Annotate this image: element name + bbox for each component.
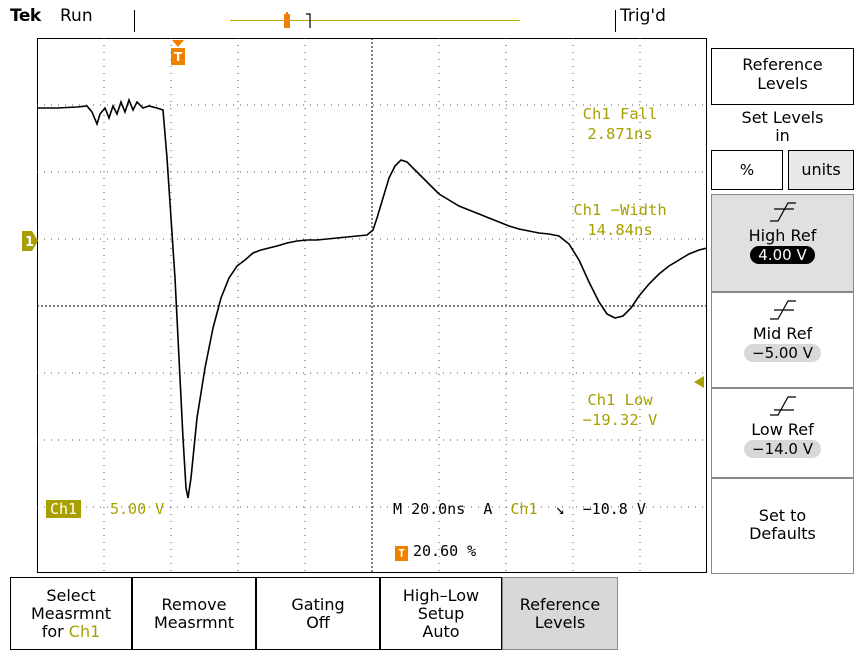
set-to-defaults-button[interactable]: Set to Defaults (711, 478, 854, 574)
units-option[interactable]: units (788, 150, 854, 190)
select-measurement-button[interactable]: Select Measrmnt for Ch1 (10, 577, 132, 650)
readout-width-value: 14.84ns (587, 221, 653, 239)
trigger-status: Trig'd (620, 6, 666, 26)
trigger-mode: A (483, 500, 493, 518)
high-ref-label: High Ref (748, 226, 817, 245)
readout-fall: Ch1 Fall 2.871ns (570, 104, 670, 144)
ref-line2: Levels (534, 612, 586, 632)
remove-line2: Measrmnt (153, 612, 235, 632)
readout-width: Ch1 −Width 14.84ns (550, 200, 690, 240)
gating-line1: Gating (291, 594, 345, 614)
graticule (37, 38, 707, 573)
defaults-line2: Defaults (749, 524, 816, 543)
defaults-line1: Set to (758, 506, 807, 525)
gating-button[interactable]: Gating Off (256, 577, 380, 650)
readout-low-label: Ch1 Low (587, 391, 653, 409)
low-ref-button[interactable]: Low Ref −14.0 V (711, 388, 854, 478)
set-levels-label: Set Levels in (711, 104, 854, 152)
readout-fall-value: 2.871ns (587, 125, 653, 143)
divider (134, 10, 135, 32)
reference-levels-button[interactable]: Reference Levels (502, 577, 618, 650)
svg-text:T: T (174, 50, 183, 64)
timebase-value: 20.0ns (411, 500, 466, 518)
brand-logo: Tek (10, 6, 41, 26)
low-ref-level-icon (769, 396, 796, 416)
mid-ref-button[interactable]: Mid Ref −5.00 V (711, 292, 854, 388)
channel-badge[interactable]: Ch1 (46, 500, 82, 518)
trigger-position-value: 20.60 % (413, 542, 477, 560)
side-menu: Reference Levels Set Levels in % units H… (711, 48, 854, 574)
low-ref-label: Low Ref (751, 420, 814, 439)
readout-width-label: Ch1 −Width (573, 201, 667, 219)
hilo-line1: High–Low (402, 585, 480, 605)
hilo-line3: Auto (422, 621, 460, 641)
waveform-trace (37, 97, 707, 499)
trigger-position-readout: T 20.60 % (395, 542, 476, 561)
remove-line1: Remove (161, 594, 227, 614)
high-ref-value: 4.00 V (750, 246, 815, 264)
timebase-readout: M 20.0ns A Ch1 ↘ −10.8 V (393, 500, 646, 518)
divider (615, 10, 616, 32)
select-line3a: for (41, 621, 64, 641)
mid-ref-level-icon (769, 300, 796, 320)
record-view-bar (230, 20, 520, 21)
select-line2: Measrmnt (30, 603, 112, 623)
high-ref-button[interactable]: High Ref 4.00 V (711, 194, 854, 292)
ref-line1: Reference (519, 594, 601, 614)
side-menu-title: Reference Levels (711, 48, 854, 105)
readout-low-value: −19.32 V (582, 411, 658, 429)
side-menu-title-line2: Levels (757, 74, 808, 93)
trigger-position-badge: T (395, 546, 408, 561)
side-menu-title-line1: Reference (742, 55, 823, 74)
trigger-level: −10.8 V (582, 500, 646, 518)
trigger-slope-icon: ↘ (555, 500, 565, 518)
readout-fall-label: Ch1 Fall (582, 105, 658, 123)
mid-ref-label: Mid Ref (752, 324, 813, 343)
hilo-line2: Setup (417, 603, 465, 623)
trigger-position-icon[interactable]: T (170, 40, 186, 66)
mid-ref-value: −5.00 V (744, 344, 821, 362)
remove-measurement-button[interactable]: Remove Measrmnt (132, 577, 256, 650)
low-ref-value: −14.0 V (744, 440, 821, 458)
reference-arrow-icon (694, 376, 704, 388)
acquisition-status: Run (60, 6, 93, 26)
select-line1: Select (46, 585, 96, 605)
high-ref-level-icon (769, 202, 796, 222)
high-low-setup-button[interactable]: High–Low Setup Auto (380, 577, 502, 650)
status-bar: Tek Run Trig'd (0, 0, 854, 34)
channel-1-marker-label: 1 (25, 235, 34, 250)
select-line3b: Ch1 (68, 621, 101, 641)
record-window-icon (284, 12, 311, 28)
set-levels-line1: Set Levels (741, 108, 824, 127)
timebase-prefix: M (393, 500, 403, 518)
gating-line2: Off (306, 612, 330, 632)
percent-option[interactable]: % (711, 150, 783, 190)
channel-1-marker-icon[interactable]: 1 (22, 231, 38, 251)
channel-scale: 5.00 V (110, 500, 165, 518)
trigger-source: Ch1 (510, 500, 538, 518)
set-levels-line2: in (775, 126, 790, 145)
readout-low: Ch1 Low −19.32 V (565, 390, 675, 430)
